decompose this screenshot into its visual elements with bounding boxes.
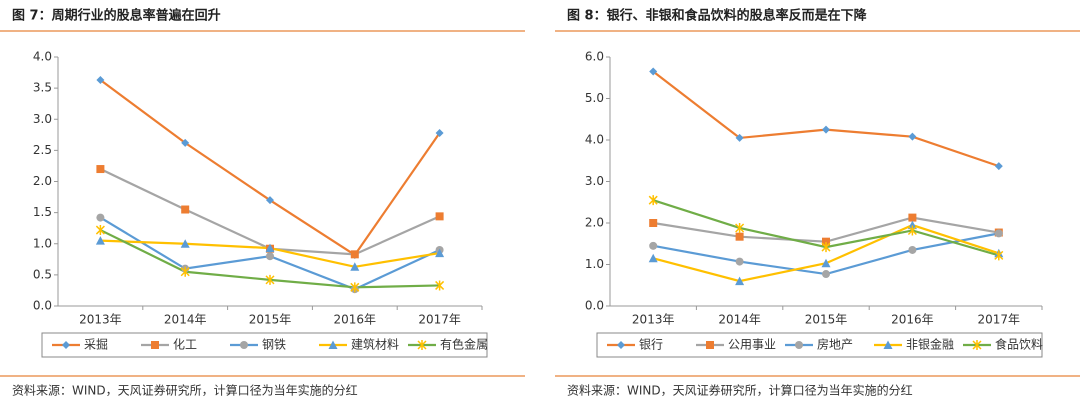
point — [350, 282, 360, 293]
legend-marker — [328, 340, 338, 349]
point — [648, 253, 658, 263]
legend-marker — [151, 341, 159, 349]
x-tick-label: 2016年 — [334, 313, 377, 327]
y-tick-label: 6.0 — [585, 50, 604, 64]
point — [95, 225, 105, 236]
x-tick-label: 2013年 — [79, 313, 122, 327]
chart-title: 图 8：银行、非银和食品饮料的股息率反而是在下降 — [567, 8, 868, 24]
point — [735, 257, 744, 266]
legend-label: 房地产 — [817, 337, 853, 352]
x-tick-label: 2015年 — [805, 313, 848, 327]
legend-box — [41, 332, 488, 358]
legend-box — [596, 332, 1043, 358]
point — [994, 162, 1003, 171]
point — [180, 239, 190, 248]
point — [735, 276, 745, 286]
point — [95, 236, 105, 245]
legend-label: 食品饮料 — [995, 337, 1043, 352]
point — [181, 205, 190, 214]
point — [907, 225, 917, 236]
legend-marker — [706, 341, 714, 349]
point — [96, 76, 105, 85]
y-tick-label: 1.5 — [33, 205, 52, 219]
point — [435, 280, 445, 291]
legend-label: 非银金融 — [906, 337, 954, 352]
point — [822, 125, 830, 134]
legend-marker — [240, 341, 248, 349]
point — [908, 132, 917, 141]
series-line — [99, 79, 441, 257]
y-tick-label: 3.5 — [33, 81, 52, 95]
point — [350, 250, 359, 259]
point — [265, 274, 275, 285]
point — [822, 237, 830, 246]
legend-label: 采掘 — [84, 337, 108, 352]
legend-label: 公用事业 — [728, 338, 776, 352]
legend-marker — [417, 340, 427, 350]
point — [350, 262, 360, 271]
source: 资料来源：WIND，天风证券研究所，计算口径为当年实施的分红 — [567, 383, 913, 398]
x-tick-label: 2014年 — [718, 313, 761, 327]
point — [908, 213, 917, 222]
source: 资料来源：WIND，天风证券研究所，计算口径为当年实施的分红 — [12, 383, 358, 398]
legend-marker — [883, 340, 893, 349]
y-tick-label: 1.0 — [33, 236, 52, 250]
legend-marker — [972, 340, 982, 350]
point — [181, 138, 190, 147]
x-tick-label: 2015年 — [249, 313, 292, 327]
y-tick-label: 2.0 — [585, 216, 604, 230]
x-tick-label: 2013年 — [632, 313, 675, 327]
legend-marker — [795, 341, 803, 349]
point — [265, 243, 275, 253]
point — [994, 250, 1004, 261]
point — [96, 165, 105, 174]
point — [735, 222, 745, 233]
x-tick-label: 2016年 — [891, 313, 934, 327]
y-tick-label: 2.0 — [33, 174, 52, 188]
y-tick-label: 3.0 — [585, 174, 604, 188]
point — [907, 220, 917, 230]
point — [649, 67, 658, 76]
y-tick-label: 0.0 — [33, 299, 52, 313]
legend-label: 钢铁 — [262, 338, 286, 352]
point — [266, 252, 274, 261]
x-tick-label: 2014年 — [164, 313, 207, 327]
point — [180, 266, 190, 277]
point — [435, 212, 444, 221]
y-tick-label: 5.0 — [585, 91, 604, 105]
legend-label: 银行 — [639, 338, 663, 352]
series-line — [652, 70, 1000, 168]
point — [821, 242, 831, 253]
point — [735, 232, 744, 241]
point — [994, 229, 1003, 238]
y-tick-label: 3.0 — [33, 112, 52, 126]
point — [648, 195, 658, 206]
legend-label: 有色金属 — [440, 337, 488, 352]
point — [908, 245, 917, 254]
point — [649, 241, 658, 250]
point — [435, 128, 444, 137]
y-tick-label: 0.0 — [585, 299, 604, 313]
point — [821, 258, 831, 268]
chart-title: 图 7：周期行业的股息率普遍在回升 — [12, 8, 221, 24]
legend-label: 化工 — [173, 338, 197, 352]
y-tick-label: 1.0 — [585, 257, 604, 271]
point — [96, 213, 105, 222]
y-tick-label: 2.5 — [33, 143, 52, 157]
legend-label: 建筑材料 — [351, 337, 399, 352]
x-tick-label: 2017年 — [418, 313, 461, 327]
y-tick-label: 4.0 — [33, 50, 52, 64]
point — [649, 219, 658, 227]
legend-marker — [617, 341, 625, 349]
legend-marker — [62, 341, 70, 349]
point — [435, 248, 445, 258]
y-tick-label: 4.0 — [585, 133, 604, 147]
point — [266, 196, 274, 205]
x-tick-label: 2017年 — [978, 313, 1021, 327]
y-tick-label: 0.5 — [33, 267, 52, 281]
point — [822, 270, 830, 279]
point — [735, 133, 744, 142]
